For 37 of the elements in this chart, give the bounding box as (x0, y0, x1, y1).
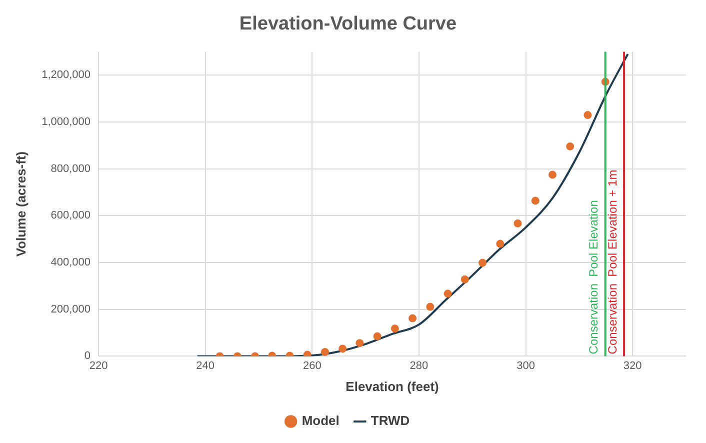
y-tick-label: 1,000,000 (42, 116, 91, 128)
ref-line-label: Conservation Pool Elevation (586, 200, 601, 354)
point (320, 348, 329, 356)
point (548, 170, 556, 179)
chart-title: Elevation-Volume Curve (239, 14, 457, 35)
x-tick-label: 240 (196, 360, 215, 372)
point (390, 324, 399, 333)
x-tick-label: 300 (516, 360, 535, 372)
x-tick-label: 220 (89, 360, 108, 372)
point (444, 290, 452, 298)
y-tick-label: 800,000 (50, 162, 91, 175)
point (584, 111, 592, 120)
legend-label: TRWD (370, 413, 410, 428)
y-tick-label: 600,000 (50, 210, 91, 222)
point (514, 219, 522, 228)
point (408, 314, 417, 322)
point (426, 302, 434, 311)
ref-line-label: Conservation Pool Elevation + 1m (605, 170, 620, 354)
point (373, 332, 382, 340)
point (338, 344, 347, 353)
point (566, 142, 574, 150)
y-axis-title: Volume (acres-ft) (13, 151, 28, 257)
point (460, 275, 469, 284)
point (478, 258, 487, 267)
y-tick-label: 0 (84, 350, 91, 362)
line-series (196, 53, 629, 356)
legend-label: Model (302, 413, 340, 428)
y-tick-label: 400,000 (50, 256, 91, 269)
x-tick-label: 260 (302, 360, 322, 372)
x-axis-title: Elevation (feet) (346, 378, 439, 394)
y-tick-label: 200,000 (50, 303, 91, 316)
point (496, 240, 504, 248)
y-tick-label: 1,200,000 (42, 69, 91, 82)
point (531, 196, 540, 205)
x-tick-label: 320 (623, 360, 642, 372)
x-tick-label: 280 (410, 360, 428, 372)
point (356, 339, 364, 348)
